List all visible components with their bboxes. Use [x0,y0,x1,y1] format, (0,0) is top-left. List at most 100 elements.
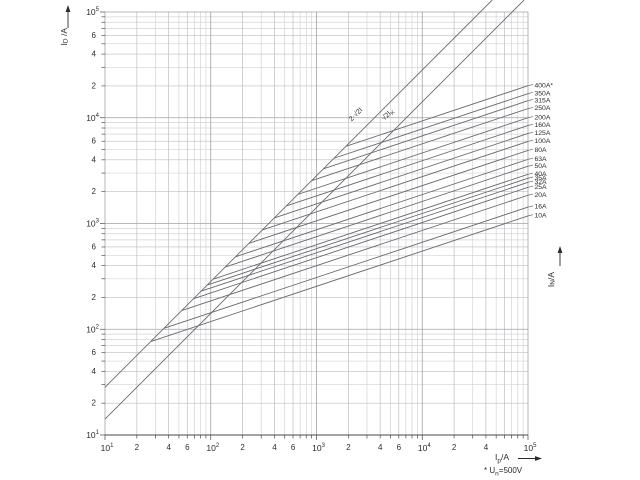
curve-leader-16A [527,205,534,208]
fuse-curve-16A [163,206,529,329]
curve-leader-40A [527,172,534,175]
curve-label-400A: 400A* [535,82,554,89]
svg-text:2: 2 [92,187,97,196]
curve-leader-125A [527,131,534,134]
svg-text:4: 4 [166,443,171,452]
curve-leader-25A [527,185,534,188]
svg-text:2: 2 [92,399,97,408]
svg-text:102: 102 [86,324,99,334]
svg-text:4: 4 [92,155,97,164]
fuse-curve-200A [297,117,529,195]
voltage-footnote: * Un=500V [484,466,523,478]
curve-label-80A: 80A [535,147,548,154]
reference-line-1 [104,0,493,388]
svg-text:2: 2 [240,443,245,452]
fuse-curve-400A [345,85,529,147]
fuse-curve-10A [150,215,529,342]
curve-label-32A: 32A [535,179,548,186]
svg-text:6: 6 [92,31,97,40]
svg-text:6: 6 [92,137,97,146]
svg-text:4: 4 [378,443,383,452]
svg-text:102: 102 [206,443,219,453]
right-axis-title: IN/A [546,272,557,288]
curve-label-20A: 20A [535,192,548,199]
svg-text:2: 2 [92,293,97,302]
curve-label-250A: 250A [535,105,551,112]
curve-leader-50A [527,164,534,167]
curve-label-315A: 315A [535,97,551,104]
svg-text:104: 104 [418,443,431,453]
fuse-curve-50A [225,165,529,268]
svg-text:4: 4 [92,367,97,376]
curve-leader-35A [527,176,534,179]
fuse-curve-315A [323,100,529,170]
reference-line-2 [104,0,525,420]
svg-text:101: 101 [86,430,99,440]
curve-leader-10A [527,214,534,217]
curve-label-100A: 100A [535,138,551,145]
svg-text:101: 101 [101,443,114,453]
curve-leader-160A [527,123,534,126]
curve-label-63A: 63A [535,156,548,163]
curve-label-40A: 40A [535,171,548,178]
fuse-curves [150,85,529,342]
reference-line-label-1: 2·√2I [347,106,364,123]
curve-label-10A: 10A [535,212,548,219]
curve-leader-350A [527,92,534,94]
svg-text:103: 103 [86,219,99,229]
curve-label-200A: 200A [535,114,551,121]
curve-label-160A: 160A [535,122,551,129]
axis-ticks [100,11,529,440]
curve-leader-63A [527,157,534,160]
x-tick-labels: 101 102 103 104 105 2 4 6 2 4 6 2 4 6 2 4 [101,443,537,453]
svg-text:6: 6 [397,443,402,452]
curve-label-125A: 125A [535,130,551,137]
x-axis-title: Ip/A [495,452,510,465]
curve-label-16A: 16A [535,204,548,211]
svg-text:105: 105 [524,443,537,453]
y-axis-title: ID /A [59,28,70,46]
y-tick-labels: 101 102 103 104 105 2 4 6 2 4 6 2 4 6 2 4 6 [86,7,99,440]
curve-leader-200A [527,116,534,119]
curve-leader-20A [527,193,534,196]
curve-leader-400A [527,84,534,87]
svg-text:103: 103 [312,443,325,453]
fuse-curve-32A [200,181,529,292]
curve-label-350A: 350A [535,90,551,97]
svg-text:2: 2 [135,443,140,452]
svg-text:6: 6 [92,242,97,251]
curve-label-50A: 50A [535,163,548,170]
curve-leader-315A [527,99,534,102]
svg-text:6: 6 [291,443,296,452]
fuse-curve-40A [212,173,529,280]
svg-text:6: 6 [92,348,97,357]
svg-text:4: 4 [92,50,97,59]
fuse-curve-160A [286,125,529,207]
fuse-curve-125A [274,133,529,219]
curve-label-25A: 25A [535,184,548,191]
fuse-curve-350A [333,93,529,159]
fuse-curve-250A [311,108,529,182]
curve-leader-250A [527,107,534,109]
fuse-curve-35A [207,177,529,286]
svg-text:104: 104 [86,113,99,123]
fuse-curve-63A [235,158,529,258]
fuse-curve-80A [248,149,529,244]
svg-text:4: 4 [484,443,489,452]
svg-text:105: 105 [86,7,99,17]
curve-leader-100A [527,139,534,142]
svg-text:2: 2 [346,443,351,452]
svg-text:2: 2 [452,443,457,452]
axis-arrows [65,5,563,461]
fuse-curve-100A [262,141,529,231]
svg-text:4: 4 [92,261,97,270]
svg-text:2: 2 [92,81,97,90]
curve-label-35A: 35A [535,175,548,182]
fuse-curve-25A [193,186,529,300]
curve-leader-32A [527,180,534,183]
curve-leader-80A [527,148,534,151]
svg-text:6: 6 [185,443,190,452]
